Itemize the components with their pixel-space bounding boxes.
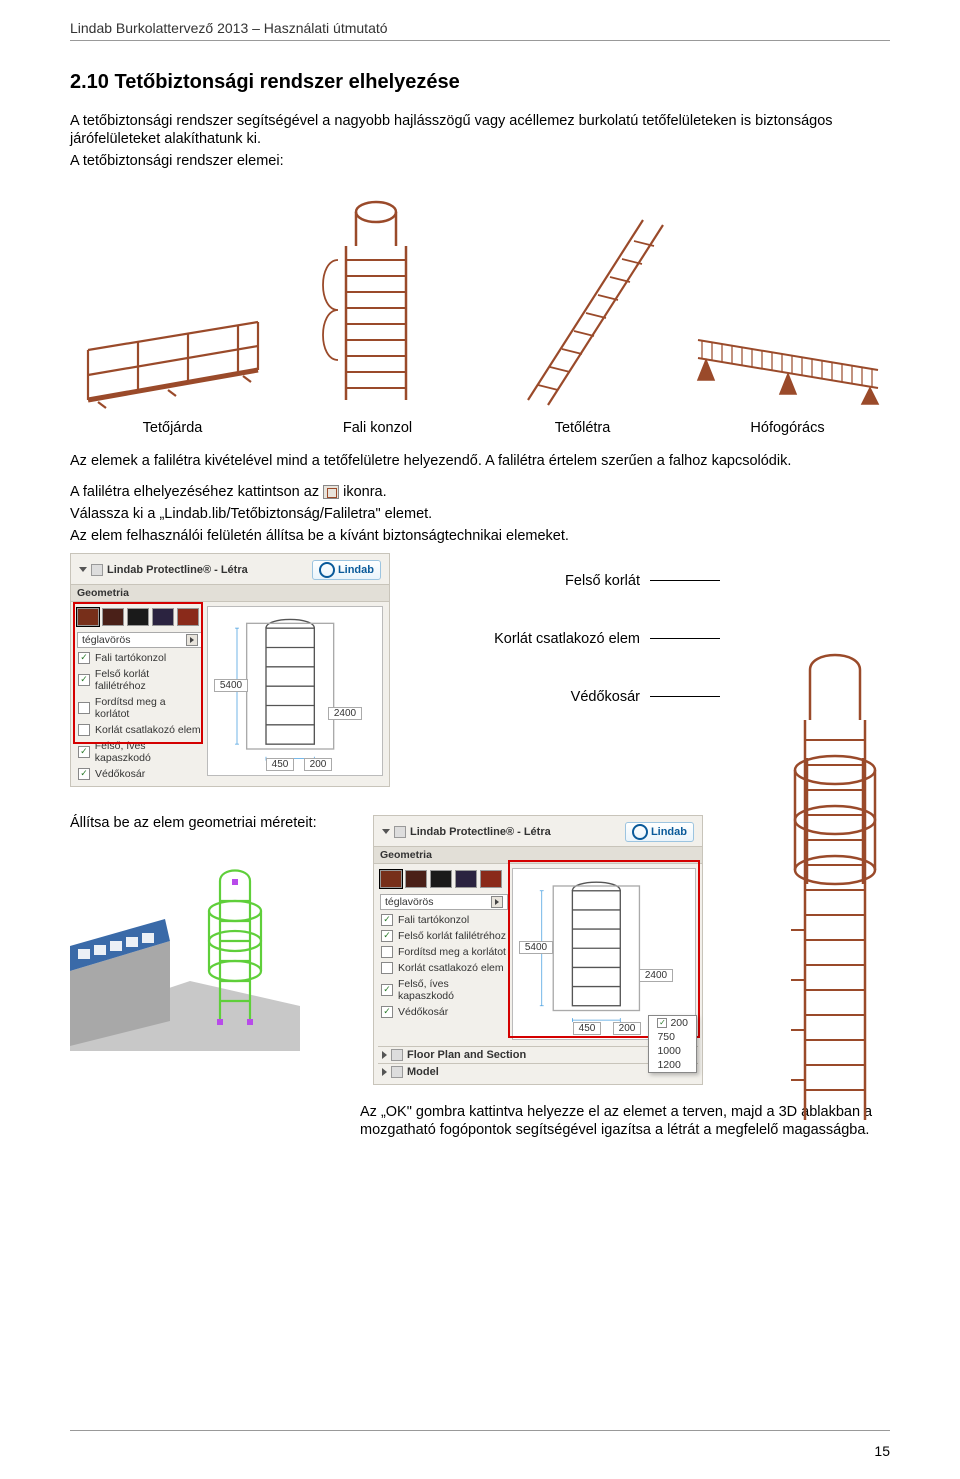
page-number: 15 [874, 1443, 890, 1459]
check-wall-bracket[interactable]: ✓ [381, 914, 393, 926]
check-safety-cage[interactable]: ✓ [381, 1006, 393, 1018]
swatch-1[interactable] [380, 870, 402, 888]
check-label: Felső korlát falilétréhoz [398, 930, 506, 942]
label-walkway: Tetőjárda [70, 420, 275, 436]
swatch-4[interactable] [455, 870, 477, 888]
callout-rail-connector: Korlát csatlakozó elem [494, 631, 640, 647]
intro-paragraph-2: A tetőbiztonsági rendszer elemei: [70, 152, 890, 170]
section-icon [391, 1049, 403, 1061]
callout-safety-cage: Védőkosár [571, 689, 640, 705]
swatch-5[interactable] [480, 870, 502, 888]
paragraph-click-icon: A falilétra elhelyezéséhez kattintson az… [70, 483, 890, 501]
check-label: Korlát csatlakozó elem [398, 962, 504, 974]
callout-top-rail: Felső korlát [565, 573, 640, 589]
check-rail-connector[interactable] [381, 962, 393, 974]
paragraph-elements-placement: Az elemek a falilétra kivételével mind a… [70, 452, 890, 470]
check-top-rail[interactable]: ✓ [381, 930, 393, 942]
geometry-heading: Geometria [71, 584, 389, 602]
object-icon[interactable] [323, 485, 339, 499]
3d-render-image [70, 841, 345, 1051]
check-top-curved-grip[interactable]: ✓ [381, 984, 393, 996]
label-wall-console: Fali konzol [275, 420, 480, 436]
settings-panel-1: Lindab Protectline® - Létra Lindab Geome… [70, 553, 390, 787]
floor-plan-heading: Floor Plan and Section [407, 1049, 526, 1061]
color-dropdown[interactable]: téglavörös [380, 894, 508, 910]
color-swatches [378, 866, 510, 892]
label-snow-guard: Hófogórács [685, 420, 890, 436]
callout-group: Felső korlát Korlát csatlakozó elem Védő… [410, 553, 720, 747]
collapse-icon[interactable] [382, 829, 390, 834]
footer-rule [70, 1430, 890, 1431]
swatch-2[interactable] [405, 870, 427, 888]
expand-icon[interactable] [382, 1051, 387, 1059]
roof-ladder-image [480, 190, 685, 410]
settings-panel-2: Lindab Protectline® - Létra Lindab Geome… [373, 815, 703, 1085]
panel-title: Lindab Protectline® - Létra [107, 564, 248, 576]
swatch-3[interactable] [430, 870, 452, 888]
check-label: Védőkosár [398, 1006, 448, 1018]
section-title: 2.10 Tetőbiztonsági rendszer elhelyezése [70, 71, 890, 94]
check-label: Felső, íves kapaszkodó [398, 978, 507, 1002]
lindab-logo: Lindab [312, 560, 381, 580]
element-labels-row: Tetőjárda Fali konzol Tetőlétra Hófogórá… [70, 420, 890, 436]
paragraph-set-elements: Az elem felhasználói felületén állítsa b… [70, 527, 890, 545]
width-input[interactable]: 2400 [328, 707, 362, 720]
roof-walkway-image [70, 190, 275, 410]
lindab-logo: Lindab [625, 822, 694, 842]
model-heading: Model [407, 1066, 439, 1078]
expand-icon[interactable] [382, 1068, 387, 1076]
small-dim-2[interactable]: 200 [304, 758, 332, 771]
geometry-instruction: Állítsa be az elem geometriai méreteit: [70, 815, 355, 831]
element-images-row [70, 190, 890, 410]
check-flip-rail[interactable] [381, 946, 393, 958]
check-label: Fali tartókonzol [398, 914, 469, 926]
check-top-curved-grip[interactable]: ✓ [78, 746, 90, 758]
small-dim-1[interactable]: 450 [266, 758, 294, 771]
paragraph-select-element: Válassza ki a „Lindab.lib/Tetőbiztonság/… [70, 505, 890, 523]
check-safety-cage[interactable]: ✓ [78, 768, 90, 780]
height-input[interactable]: 5400 [214, 679, 248, 692]
element-type-icon [394, 826, 406, 838]
element-type-icon [91, 564, 103, 576]
preview-area-1: 5400 2400 450 200 [207, 606, 383, 776]
intro-paragraph-1: A tetőbiztonsági rendszer segítségével a… [70, 112, 890, 148]
highlight-box-preview [508, 860, 700, 1038]
page-header: Lindab Burkolattervező 2013 – Használati… [70, 20, 890, 41]
wall-console-image [275, 190, 480, 410]
section-icon [391, 1066, 403, 1078]
snow-guard-image [685, 190, 890, 410]
check-label: Fordítsd meg a korlátot [398, 946, 506, 958]
label-roof-ladder: Tetőlétra [480, 420, 685, 436]
panel-title: Lindab Protectline® - Létra [410, 826, 551, 838]
collapse-icon[interactable] [79, 567, 87, 572]
check-label: Védőkosár [95, 768, 145, 780]
dimension-popup[interactable]: ✓200 750 1000 1200 [648, 1015, 697, 1073]
highlight-box-checks [73, 602, 203, 744]
